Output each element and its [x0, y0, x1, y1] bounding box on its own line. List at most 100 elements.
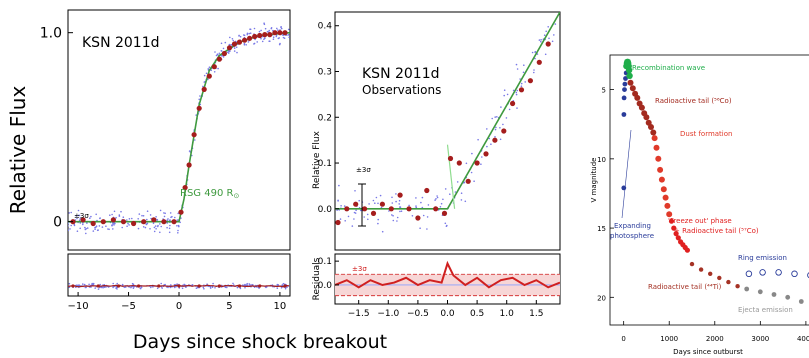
left-panel-title: KSN 2011d	[82, 35, 160, 51]
left-scatter-point	[107, 228, 109, 230]
right-series-point	[745, 270, 753, 278]
middle-scatter-point	[551, 40, 554, 43]
left-scatter-point	[108, 228, 110, 231]
label-recombination: Recombination wave	[632, 64, 705, 72]
left-scatter-point	[203, 74, 206, 77]
middle-scatter-point	[377, 218, 380, 221]
left-scatter-point	[163, 212, 165, 214]
left-binned-point	[201, 86, 207, 92]
middle-scatter-point	[434, 199, 436, 201]
left-scatter-point	[94, 226, 96, 229]
left-scatter-point	[261, 40, 264, 43]
right-xtick-label: 3000	[751, 335, 769, 343]
middle-scatter-point	[392, 215, 394, 217]
middle-xticks: −1.5 −1.0 −0.5 0.0 0.5 1.0 1.5	[348, 300, 543, 319]
left-residual-scatter	[281, 284, 284, 286]
left-residual-scatter	[175, 285, 177, 288]
middle-xtick-label: 1.5	[529, 309, 543, 319]
middle-scatter-point	[480, 163, 482, 165]
right-series-point	[634, 94, 641, 101]
left-binned-point	[141, 219, 147, 225]
right-panel: 0 1000 2000 3000 4000 5 10 15 20 Days since out…	[590, 54, 809, 356]
middle-model-spike	[446, 144, 456, 209]
left-binned-point	[262, 31, 268, 38]
middle-scatter-point	[544, 53, 547, 56]
middle-ytick-label: 0.3	[318, 68, 332, 78]
middle-scatter-point	[449, 193, 451, 195]
middle-scatter-point	[531, 51, 534, 54]
middle-panel-subtitle: Observations	[362, 83, 441, 97]
middle-scatter-point	[353, 218, 355, 220]
label-ring: Ring emission	[738, 254, 787, 262]
middle-scatter-point	[374, 202, 376, 204]
left-scatter-point	[105, 225, 107, 227]
left-residual-point	[71, 284, 75, 288]
right-series-point	[626, 72, 633, 80]
right-series-point	[651, 135, 658, 142]
left-scatter-point	[152, 222, 155, 225]
middle-residual-ytick-label: 0.1	[318, 257, 332, 267]
left-scatter-point	[253, 42, 256, 45]
left-residual-scatter	[161, 287, 163, 289]
middle-xtick-label: −0.5	[407, 309, 429, 319]
left-scatter-point	[264, 37, 266, 39]
left-scatter-point	[233, 50, 236, 52]
left-scatter-point	[246, 33, 249, 36]
middle-scatter-point	[554, 23, 557, 25]
left-scatter-point	[263, 22, 265, 25]
middle-scatter-point	[545, 30, 547, 33]
left-scatter-point	[248, 32, 250, 35]
middle-scatter-point	[436, 196, 439, 199]
middle-binned-point	[536, 59, 542, 65]
middle-scatter-point	[460, 192, 463, 194]
left-scatter-point	[95, 225, 98, 227]
right-series-point	[664, 202, 671, 209]
middle-scatter-point	[547, 26, 549, 28]
left-model-annotation-sub: ⊙	[233, 192, 239, 200]
left-scatter-point	[149, 228, 151, 230]
middle-xtick-label: 1.0	[500, 309, 515, 319]
middle-scatter-point	[399, 210, 401, 213]
left-residual-scatter	[181, 287, 184, 290]
left-scatter-point	[113, 224, 115, 226]
middle-scatter-point	[508, 108, 511, 111]
left-xticks: −10 −5 0 5 10	[68, 292, 286, 312]
left-scatter-point	[268, 29, 271, 32]
left-residual-scatter	[160, 282, 162, 285]
right-series-point	[648, 124, 654, 130]
left-residual-scatter	[280, 287, 283, 289]
left-scatter-point	[188, 150, 191, 152]
middle-scatter-point	[340, 205, 342, 207]
left-residual-point	[258, 284, 262, 288]
left-scatter-point	[126, 225, 128, 227]
left-scatter-point	[207, 68, 209, 70]
middle-scatter-point	[396, 220, 398, 222]
middle-scatter-point	[391, 202, 394, 204]
middle-scatter-point	[486, 145, 488, 148]
middle-scatter-point	[465, 162, 468, 165]
middle-scatter-point	[516, 89, 519, 92]
middle-residual-sigma-label: ±3σ	[352, 265, 367, 273]
left-scatter-point	[260, 29, 262, 32]
left-residual-point	[197, 284, 201, 288]
right-series-point	[671, 225, 677, 231]
left-binned-point	[178, 209, 184, 215]
left-scatter-point	[70, 211, 72, 214]
left-ytick-label: 1.0	[40, 26, 62, 42]
left-binned-point	[221, 50, 227, 57]
left-scatter-point	[177, 229, 179, 232]
left-binned-point	[161, 219, 167, 225]
right-series-point	[660, 186, 667, 193]
left-scatter-point	[246, 32, 249, 35]
left-scatter-point	[176, 219, 179, 221]
right-series-point	[798, 299, 804, 304]
left-scatter-point	[163, 215, 166, 218]
right-series-point	[689, 261, 695, 267]
middle-scatter-point	[490, 143, 492, 145]
right-ytick-label: 5	[602, 87, 606, 95]
left-scatter-point	[76, 217, 78, 220]
left-binned-point	[171, 219, 177, 225]
right-xtick-label: 2000	[706, 335, 724, 343]
left-scatter-point	[214, 51, 216, 53]
